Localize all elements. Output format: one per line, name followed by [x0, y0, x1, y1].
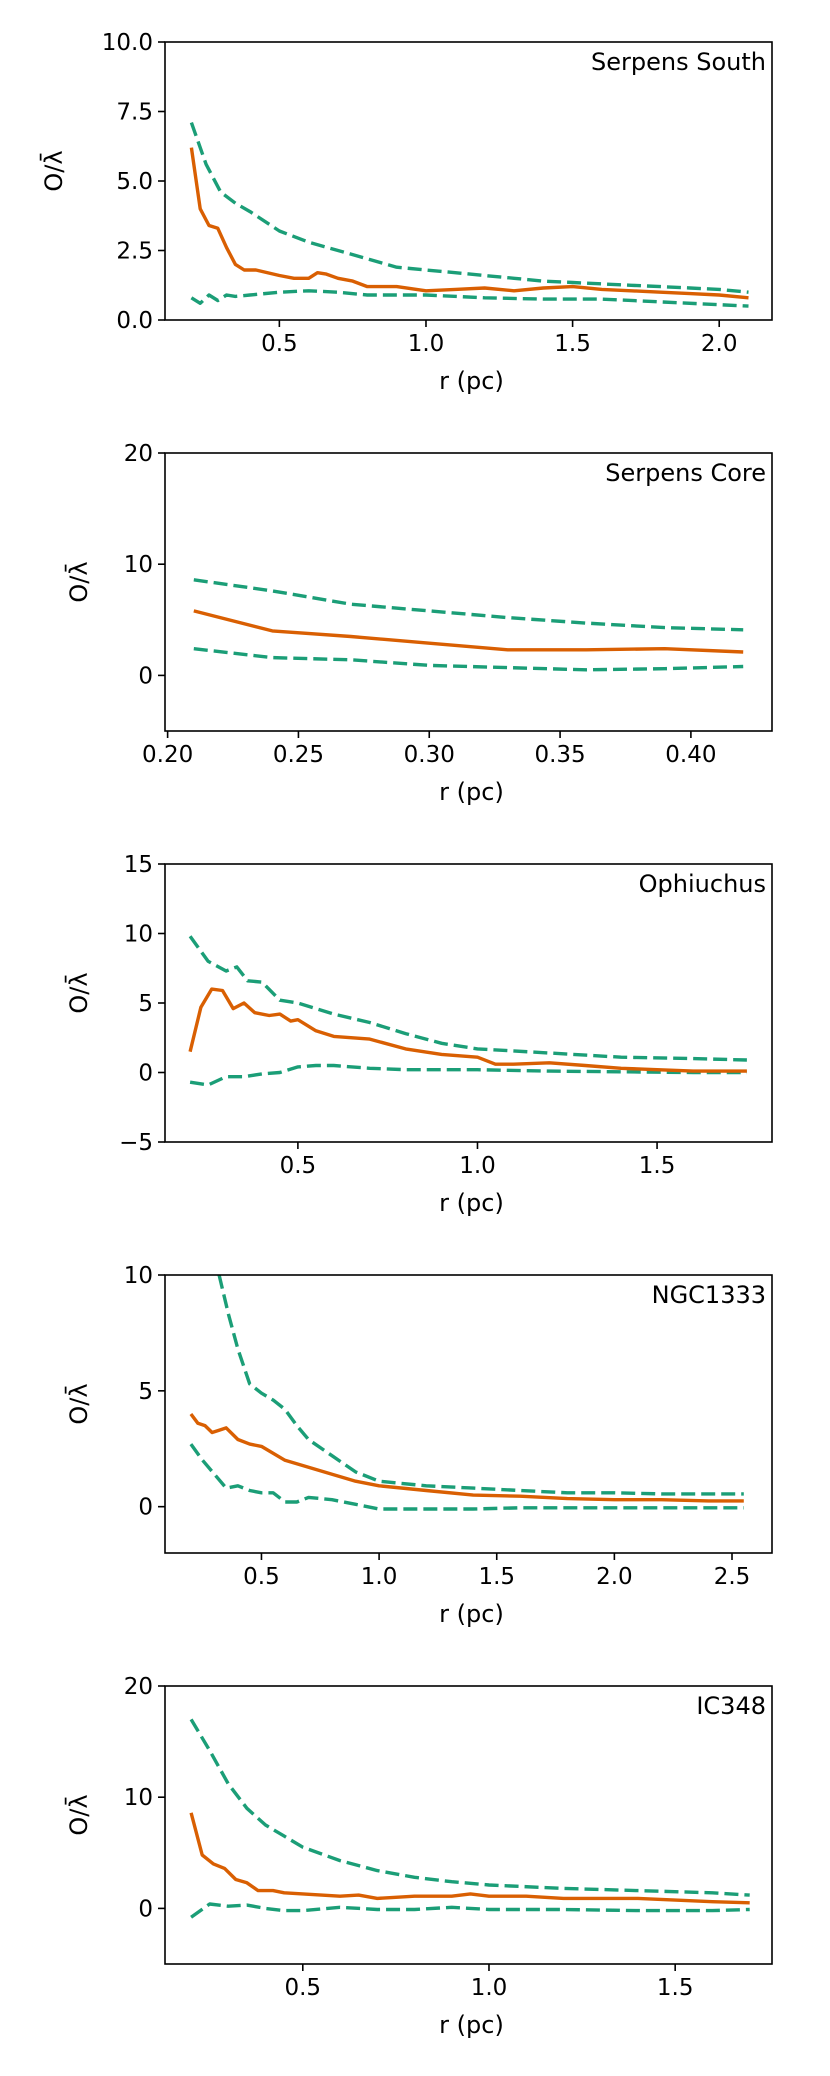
y-tick-label: 2.5: [116, 239, 153, 265]
x-tick-label: 0.5: [280, 1153, 317, 1179]
axes-frame: [164, 452, 773, 732]
y-axis-label: O/λ̄: [64, 972, 93, 1013]
x-tick-label: 1.5: [554, 331, 591, 357]
x-tick-label: 0.35: [534, 742, 585, 768]
series-observed-line: [188, 987, 747, 1073]
y-tick-label: −5: [119, 1130, 153, 1156]
panel-label: Serpens South: [591, 48, 766, 76]
x-tick-label: 1.5: [639, 1153, 676, 1179]
series-upper-line: [217, 1275, 744, 1496]
y-tick-label: 5: [138, 991, 153, 1017]
x-axis-label: r (pc): [439, 1600, 504, 1628]
series-lower-line: [189, 1443, 744, 1511]
y-tick-label: 10: [124, 1785, 153, 1811]
panel-5: 0.5 1.0 1.5 0 10 20 r (pc) O/λ̄ IC348: [64, 1674, 773, 2039]
y-tick-label: 0.0: [116, 308, 153, 334]
series-upper-line: [189, 122, 749, 294]
panel-1: 0.5 1.0 1.5 2.0 0.0 2.5 5.0 7.5 10.0 r (pc) O/λ̄ Se…: [39, 30, 773, 395]
x-axis-label: r (pc): [439, 1189, 504, 1217]
x-tick-label: 0.25: [273, 742, 324, 768]
series-observed-line: [189, 147, 749, 300]
series-lower-line: [189, 1063, 747, 1087]
x-tick-label: 2.0: [701, 331, 738, 357]
y-tick-label: 20: [124, 441, 153, 467]
axes-frame: [164, 1274, 773, 1554]
x-tick-label: 0.5: [284, 1975, 321, 2001]
series-upper-line: [193, 578, 744, 632]
y-tick-label: 10: [124, 922, 153, 948]
series-lower-line: [193, 647, 744, 672]
y-tick-label: 10: [124, 552, 153, 578]
series-lower-line: [190, 1902, 750, 1919]
y-tick-label: 0: [138, 663, 153, 689]
y-tick-label: 0: [138, 1061, 153, 1087]
panel-label: Ophiuchus: [639, 870, 766, 898]
x-tick-label: 0.5: [243, 1564, 280, 1590]
x-tick-label: 0.40: [665, 742, 716, 768]
y-tick-label: 10.0: [102, 30, 153, 56]
y-axis-label: O/λ̄: [64, 1383, 93, 1424]
panel-3: 0.5 1.0 1.5 −5 0 5 10 15 r (pc) O/λ̄ Ophiuchus: [64, 852, 773, 1217]
x-tick-label: 1.0: [459, 1153, 496, 1179]
y-axis-label: O/λ̄: [39, 150, 68, 191]
axes-frame: [164, 1685, 773, 1965]
series-lower-line: [190, 289, 749, 308]
panel-2: 0.20 0.25 0.30 0.35 0.40 0 10 20 r (pc) O/λ̄ Serpe…: [64, 441, 773, 806]
panel-label: IC348: [696, 1692, 766, 1720]
y-axis-label: O/λ̄: [64, 561, 93, 602]
panel-label: Serpens Core: [605, 459, 766, 487]
x-axis-label: r (pc): [439, 367, 504, 395]
x-tick-label: 2.0: [596, 1564, 633, 1590]
y-tick-label: 0: [138, 1495, 153, 1521]
y-tick-label: 5: [138, 1379, 153, 1405]
series-observed-line: [189, 1812, 750, 1905]
x-tick-label: 0.20: [142, 742, 193, 768]
y-axis-label: O/λ̄: [64, 1794, 93, 1835]
y-tick-label: 20: [124, 1674, 153, 1700]
y-tick-label: 0: [138, 1896, 153, 1922]
x-tick-label: 1.0: [361, 1564, 398, 1590]
y-tick-label: 5.0: [116, 169, 153, 195]
series-observed-line: [193, 609, 744, 654]
panel-label: NGC1333: [652, 1281, 766, 1309]
x-tick-label: 1.0: [408, 331, 445, 357]
x-axis-label: r (pc): [439, 2011, 504, 2039]
panel-4: 0.5 1.0 1.5 2.0 2.5 0 5 10 r (pc) O/λ̄ NGC1333: [64, 1263, 773, 1628]
x-tick-label: 0.5: [261, 331, 298, 357]
x-axis-label: r (pc): [439, 778, 504, 806]
x-tick-label: 1.5: [657, 1975, 694, 2001]
x-tick-label: 2.5: [714, 1564, 751, 1590]
x-tick-label: 1.0: [471, 1975, 508, 2001]
x-tick-label: 0.30: [404, 742, 455, 768]
series-observed-line: [189, 1412, 744, 1503]
y-tick-label: 15: [124, 852, 153, 878]
y-tick-label: 10: [124, 1263, 153, 1289]
y-tick-label: 7.5: [116, 100, 153, 126]
x-tick-label: 1.5: [478, 1564, 515, 1590]
series-upper-line: [189, 1718, 750, 1897]
